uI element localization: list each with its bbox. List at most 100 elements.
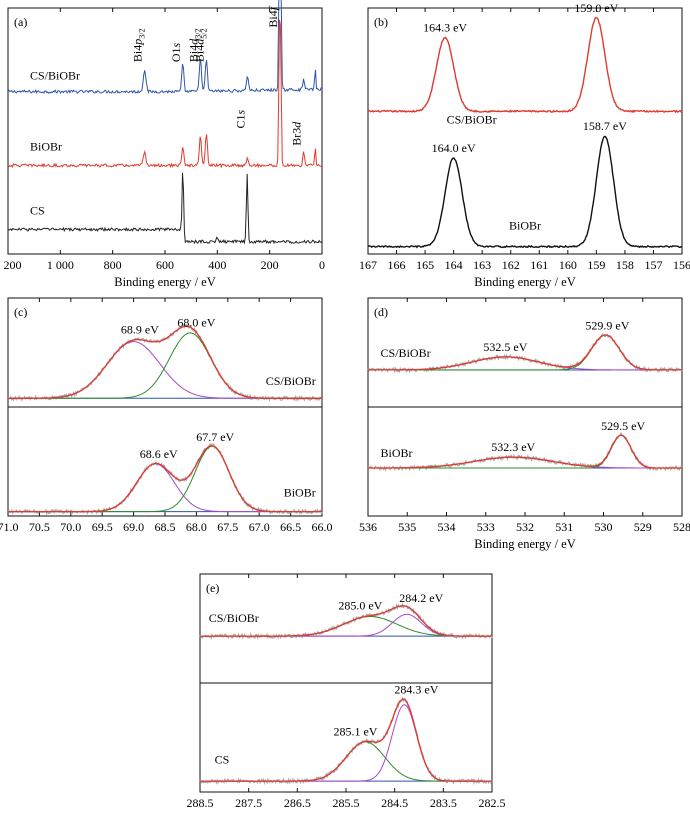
x-tick-label: 160 xyxy=(559,258,577,272)
fit-component xyxy=(368,456,682,469)
x-tick-label: 166 xyxy=(388,258,406,272)
x-axis-label: Binding energy / eV xyxy=(474,537,576,551)
x-tick-label: 534 xyxy=(438,520,456,534)
series-label: BiOBr xyxy=(30,140,62,154)
x-tick-label: 286.5 xyxy=(284,796,311,810)
series-line-biobr xyxy=(7,19,323,169)
raw-spectrum xyxy=(7,323,323,402)
panel-label: (a) xyxy=(14,15,27,29)
series-label: CS xyxy=(30,204,45,218)
series-line-biobr xyxy=(367,135,683,249)
panel-c: (c) 71.0 70.5 70.0 69.5 69.0 68.5 68.0 67.5 67.0 6… xyxy=(0,297,333,534)
fit-component xyxy=(8,463,322,513)
peak-label: Bi4f xyxy=(266,5,280,27)
x-tick-label: 67.0 xyxy=(249,520,270,534)
x-tick-label: 66.5 xyxy=(280,520,301,534)
x-tick-label: 1 200 xyxy=(0,258,22,272)
x-tick-label: 530 xyxy=(595,520,613,534)
x-tick-label: 536 xyxy=(359,520,377,534)
panel-a: (a) 1 200 1 000 800 600 400 200 0 Binding energy… xyxy=(0,0,325,289)
peak-energy-label: 164.3 eV xyxy=(423,21,467,35)
peak-label: Br3d xyxy=(290,121,304,146)
x-tick-label: 69.5 xyxy=(92,520,113,534)
x-tick-label: 158 xyxy=(616,258,634,272)
fit-envelope xyxy=(200,698,492,782)
series-label: CS/BiOBr xyxy=(209,611,259,625)
panel-label: (c) xyxy=(14,305,27,319)
x-tick-label: 69.0 xyxy=(123,520,144,534)
fit-component xyxy=(8,332,322,399)
x-tick-label: 68.5 xyxy=(155,520,176,534)
x-tick-label: 70.5 xyxy=(29,520,50,534)
x-tick-label: 282.5 xyxy=(479,796,506,810)
raw-spectrum xyxy=(199,602,493,640)
peak-energy-label: 68.6 eV xyxy=(140,447,178,461)
peak-label: O1s xyxy=(169,42,183,62)
x-tick-label: 600 xyxy=(156,258,174,272)
x-tick-label: 159 xyxy=(587,258,605,272)
plot-frame xyxy=(7,7,323,255)
x-tick-label: 800 xyxy=(104,258,122,272)
series-label: CS/BiOBr xyxy=(447,113,497,127)
x-tick-label: 531 xyxy=(555,520,573,534)
raw-spectrum xyxy=(199,696,493,786)
fit-envelope xyxy=(8,325,322,399)
fit-envelope xyxy=(200,605,492,637)
fit-envelope xyxy=(368,434,682,469)
peak-energy-label: 285.1 eV xyxy=(333,724,377,738)
x-tick-label: 66.0 xyxy=(312,520,333,534)
series-label: CS xyxy=(215,753,230,767)
fit-component xyxy=(200,704,492,782)
panel-e: (e)288.5287.5286.5285.5284.5283.5282.5Bi… xyxy=(187,573,506,814)
series-line-cs xyxy=(7,172,323,245)
peak-energy-label: 68.0 eV xyxy=(177,315,215,329)
fit-component xyxy=(200,741,492,782)
fit-envelope xyxy=(8,445,322,513)
x-tick-label: 200 xyxy=(261,258,279,272)
x-tick-label: 162 xyxy=(502,258,520,272)
peak-energy-label: 529.9 eV xyxy=(585,318,629,332)
series-label: BiOBr xyxy=(381,446,413,460)
x-tick-label: 156 xyxy=(673,258,690,272)
series-label: CS/BiOBr xyxy=(266,374,316,388)
x-tick-label: 532 xyxy=(516,520,534,534)
series-label: BiOBr xyxy=(284,485,316,499)
x-tick-label: 70.0 xyxy=(60,520,81,534)
x-tick-label: 71.0 xyxy=(0,520,19,534)
x-tick-label: 528 xyxy=(673,520,690,534)
x-tick-label: 164 xyxy=(445,258,463,272)
peak-energy-label: 67.7 eV xyxy=(196,430,234,444)
peak-energy-label: 284.3 eV xyxy=(394,682,438,696)
x-tick-label: 161 xyxy=(530,258,548,272)
x-tick-label: 283.5 xyxy=(430,796,457,810)
plot-frame xyxy=(367,7,683,255)
peak-label: C1s xyxy=(233,110,247,129)
x-tick-label: 288.5 xyxy=(187,796,214,810)
peak-energy-label: 532.5 eV xyxy=(483,340,527,354)
panel-label: (d) xyxy=(374,305,388,319)
peak-energy-label: 532.3 eV xyxy=(491,440,535,454)
panel-label: (b) xyxy=(374,15,388,29)
x-tick-label: 0 xyxy=(319,258,325,272)
peak-energy-label: 164.0 eV xyxy=(432,141,476,155)
x-tick-label: 529 xyxy=(634,520,652,534)
panel-label: (e) xyxy=(206,581,219,595)
peak-energy-label: 68.9 eV xyxy=(121,323,159,337)
x-tick-label: 1 000 xyxy=(47,258,74,272)
peak-energy-label: 284.2 eV xyxy=(399,591,443,605)
series-label: CS/BiOBr xyxy=(381,346,431,360)
x-tick-label: 165 xyxy=(416,258,434,272)
peak-energy-label: 158.7 eV xyxy=(583,119,627,133)
x-tick-label: 533 xyxy=(477,520,495,534)
x-tick-label: 284.5 xyxy=(381,796,408,810)
x-tick-label: 163 xyxy=(473,258,491,272)
series-line-cs-biobr xyxy=(367,16,683,114)
peak-label: Bi4p3/2 xyxy=(131,29,147,63)
fit-component xyxy=(8,341,322,399)
series-label: CS/BiOBr xyxy=(30,68,80,82)
x-axis-label: Binding energy / eV xyxy=(474,275,576,289)
peak-energy-label: 285.0 eV xyxy=(338,599,382,613)
x-tick-label: 285.5 xyxy=(333,796,360,810)
peak-energy-label: 159.0 eV xyxy=(574,1,618,15)
